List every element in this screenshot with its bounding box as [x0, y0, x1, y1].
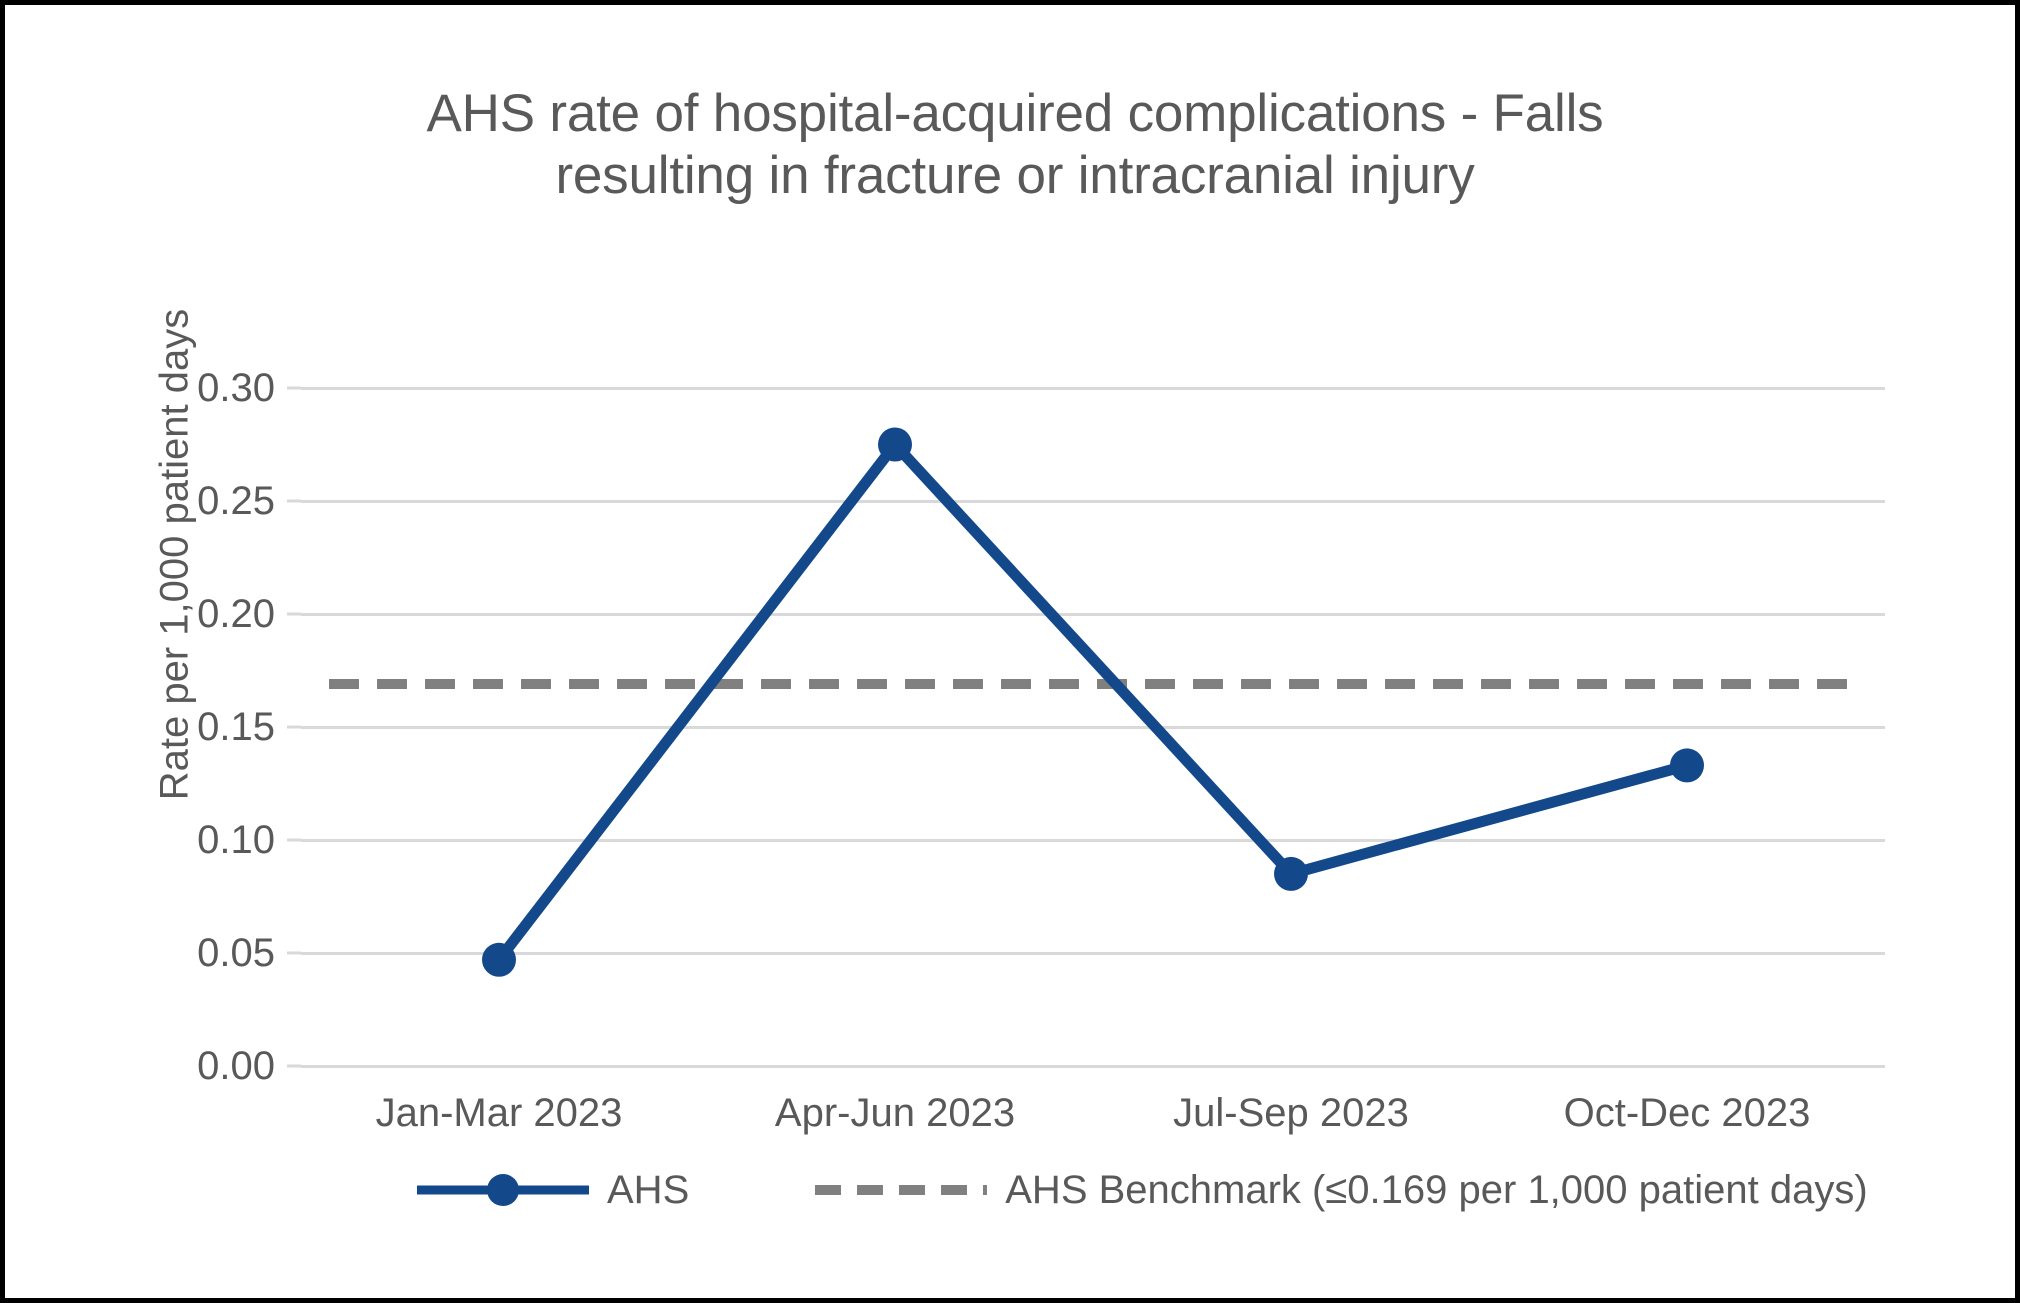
gridline — [301, 951, 1885, 955]
y-axis-tick-mark — [287, 838, 301, 842]
y-axis-tick-mark — [287, 612, 301, 616]
x-axis-tick-label: Oct-Dec 2023 — [1563, 1091, 1811, 1135]
chart-title-line-2: resulting in fracture or intracranial in… — [555, 146, 1475, 205]
series-line-ahs — [493, 439, 1693, 966]
y-axis-tick-label: 0.10 — [197, 818, 275, 862]
y-axis-tick-mark — [287, 951, 301, 955]
y-axis-tick-label: 0.25 — [197, 479, 275, 523]
y-axis-tick-label: 0.00 — [197, 1044, 275, 1088]
y-axis-tick-mark — [287, 499, 301, 503]
chart-legend: AHS AHS Benchmark (≤0.169 per 1,000 pati… — [301, 1157, 1901, 1223]
y-axis-tick-label: 0.15 — [197, 705, 275, 749]
y-axis-tick-label: 0.20 — [197, 592, 275, 636]
y-axis-tick-label: 0.05 — [197, 931, 275, 975]
legend-item-benchmark[interactable]: AHS Benchmark (≤0.169 per 1,000 patient … — [813, 1168, 1868, 1212]
y-axis-tick-mark — [287, 1064, 301, 1068]
y-axis-tick-labels: 0.00 0.05 0.10 0.15 0.20 0.25 0.30 — [125, 368, 275, 1086]
legend-item-ahs[interactable]: AHS — [415, 1170, 689, 1210]
x-axis-tick-label: Apr-Jun 2023 — [774, 1091, 1016, 1135]
legend-label-benchmark: AHS Benchmark (≤0.169 per 1,000 patient … — [1005, 1168, 1868, 1212]
data-point-marker[interactable] — [1670, 748, 1704, 783]
y-axis-tick-marks — [287, 386, 301, 1068]
gridline — [301, 499, 1885, 503]
y-axis-tick-label: 0.30 — [197, 366, 275, 410]
gridline — [301, 1064, 1885, 1068]
dashed-line-icon — [815, 1185, 988, 1195]
data-point-marker[interactable] — [878, 427, 912, 462]
chart-title-line-1: AHS rate of hospital-acquired complicati… — [426, 84, 1604, 143]
y-axis-tick-mark — [287, 386, 301, 390]
y-axis-tick-mark — [287, 725, 301, 729]
x-axis-tick-labels: Jan-Mar 2023 Apr-Jun 2023 Jul-Sep 2023 Oct-… — [301, 1083, 1885, 1143]
data-point-marker[interactable] — [1274, 856, 1308, 891]
gridline — [301, 838, 1885, 842]
x-axis-tick-label: Jan-Mar 2023 — [375, 1091, 623, 1135]
gridline — [301, 386, 1885, 390]
series-layer — [329, 427, 1865, 977]
chart-title: AHS rate of hospital-acquired complicati… — [185, 83, 1845, 207]
gridline — [301, 725, 1885, 729]
gridline — [301, 612, 1885, 616]
data-point-marker[interactable] — [482, 942, 516, 977]
legend-label-ahs: AHS — [607, 1168, 690, 1212]
x-axis-tick-label: Jul-Sep 2023 — [1173, 1091, 1409, 1135]
plot-area — [301, 386, 1885, 1068]
line-marker-icon — [417, 1174, 589, 1206]
